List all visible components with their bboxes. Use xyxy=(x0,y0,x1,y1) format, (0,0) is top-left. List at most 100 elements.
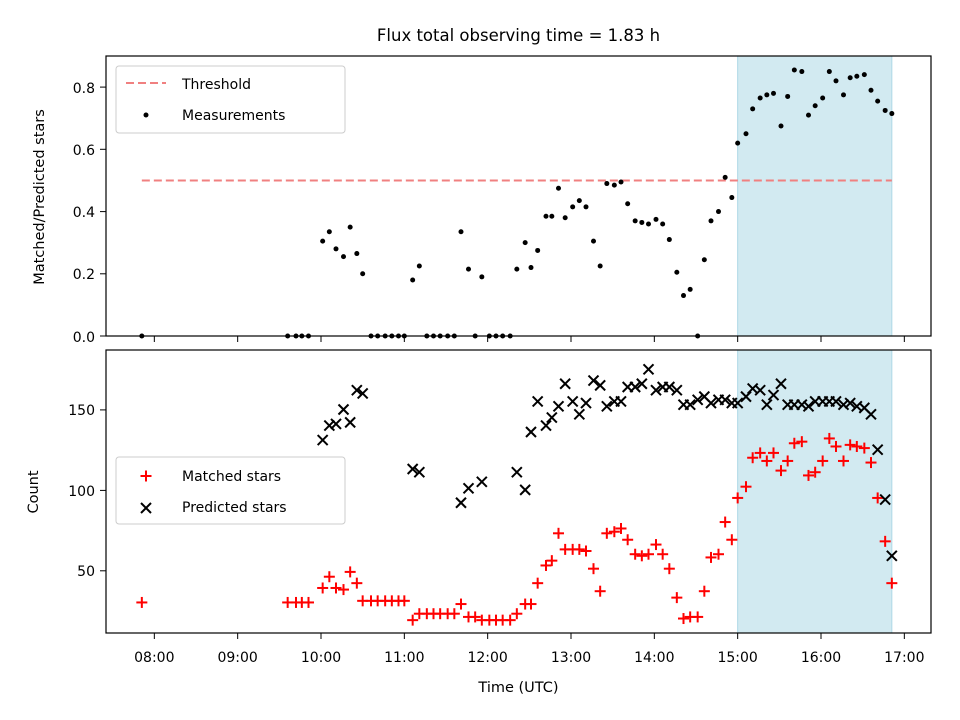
measurement-point xyxy=(716,209,721,215)
measurement-point xyxy=(785,93,791,99)
measurement-point xyxy=(708,218,714,224)
y-tick-label: 0.0 xyxy=(73,330,95,346)
predicted-star-point xyxy=(462,482,475,494)
measurement-point xyxy=(812,103,818,109)
bottom-y-axis: 50 100 150 xyxy=(68,403,106,580)
predicted-star-point xyxy=(559,378,571,390)
measurement-point xyxy=(591,238,596,244)
measurement-point xyxy=(826,69,832,75)
measurement-point xyxy=(639,219,645,225)
predicted-star-point xyxy=(731,397,744,409)
measurement-point xyxy=(466,266,471,272)
predicted-star-point xyxy=(886,550,898,562)
measurement-point xyxy=(889,111,895,117)
matched-star-point xyxy=(469,611,481,623)
matched-star-point xyxy=(330,582,342,594)
predicted-star-point xyxy=(344,416,356,429)
matched-star-point xyxy=(657,548,669,560)
matched-star-point xyxy=(601,527,613,539)
measurement-point xyxy=(771,90,776,96)
measurement-point xyxy=(479,274,485,280)
predicted-star-point xyxy=(337,403,350,416)
measurement-point xyxy=(674,269,680,275)
matched-star-point xyxy=(879,535,891,547)
measurement-point xyxy=(882,107,888,113)
matched-star-point xyxy=(872,492,884,504)
measurement-point xyxy=(653,216,659,222)
predicted-star-point xyxy=(531,395,544,408)
predicted-star-point xyxy=(830,395,842,408)
matched-star-point xyxy=(782,455,794,467)
measurement-point xyxy=(333,246,339,252)
predicted-star-point xyxy=(844,397,856,409)
top-panel-frame xyxy=(105,55,932,337)
legend-matched-label: Matched stars xyxy=(182,469,281,485)
matched-star-point xyxy=(407,614,419,626)
matched-star-point xyxy=(629,548,641,560)
measurement-point xyxy=(326,229,332,235)
matched-star-point xyxy=(732,492,744,504)
top-panel: 0.0 0.2 0.4 0.6 0.8 Matched/Predicted st… xyxy=(32,55,932,346)
measurement-point xyxy=(618,179,624,185)
matched-star-point xyxy=(553,527,564,539)
matched-stars-series xyxy=(136,432,898,626)
measurement-point xyxy=(861,72,867,78)
measurement-point xyxy=(646,221,651,227)
matched-star-point xyxy=(851,440,863,452)
measurement-point xyxy=(666,237,672,243)
x-tick-label: 12:00 xyxy=(467,650,507,666)
predicted-star-point xyxy=(754,384,766,396)
matched-star-point xyxy=(817,455,829,467)
predicted-star-point xyxy=(580,397,592,409)
predicted-star-point xyxy=(684,398,696,411)
matched-star-point xyxy=(643,548,654,560)
y-tick-label: 50 xyxy=(77,564,95,580)
measurement-point xyxy=(729,195,735,201)
matched-star-point xyxy=(594,585,606,597)
bottom-shaded-region xyxy=(737,349,893,634)
measurement-point xyxy=(611,182,617,188)
x-tick-label: 10:00 xyxy=(301,650,341,666)
bottom-x-ticks: 08:00 09:00 10:00 11:00 12:00 13:00 14:00 15:00… xyxy=(134,633,925,666)
measurement-point xyxy=(576,198,582,204)
matched-star-point xyxy=(761,455,773,467)
predicted-star-point xyxy=(615,395,627,408)
predicted-star-point xyxy=(796,398,808,411)
matched-star-point xyxy=(636,550,648,562)
predicted-star-point xyxy=(865,408,877,421)
measurement-point xyxy=(543,213,549,219)
matched-star-point xyxy=(747,452,759,464)
measurement-point xyxy=(854,73,860,79)
predicted-star-point xyxy=(761,398,773,411)
measurement-point xyxy=(522,240,528,246)
predicted-star-point xyxy=(705,397,717,409)
matched-star-point xyxy=(796,436,808,448)
matched-star-point xyxy=(838,455,849,467)
measurement-point xyxy=(570,204,576,210)
matched-star-point xyxy=(705,551,717,563)
matched-star-point xyxy=(351,577,363,589)
measurement-point xyxy=(735,140,741,146)
predicted-star-point xyxy=(775,378,787,390)
bottom-panel: 08:00 09:00 10:00 11:00 12:00 13:00 14:00 15:00… xyxy=(26,349,932,666)
measurement-point xyxy=(833,78,839,84)
measurement-point xyxy=(687,286,693,292)
matched-star-point xyxy=(650,539,662,551)
y-tick-label: 150 xyxy=(68,403,95,419)
predicted-star-point xyxy=(767,389,780,401)
measurement-point xyxy=(868,87,874,93)
matched-star-point xyxy=(511,608,523,620)
x-tick-label: 17:00 xyxy=(884,650,924,666)
measurement-point xyxy=(458,229,464,235)
x-tick-label: 11:00 xyxy=(384,650,424,666)
measurement-point xyxy=(681,293,686,299)
matched-star-point xyxy=(455,598,467,610)
predicted-star-point xyxy=(566,395,579,408)
predicted-star-point xyxy=(413,466,426,478)
matched-star-point xyxy=(692,611,704,623)
measurement-point xyxy=(549,213,555,219)
measurement-point xyxy=(625,201,631,207)
measurement-point xyxy=(604,181,610,187)
matched-star-point xyxy=(858,442,870,454)
